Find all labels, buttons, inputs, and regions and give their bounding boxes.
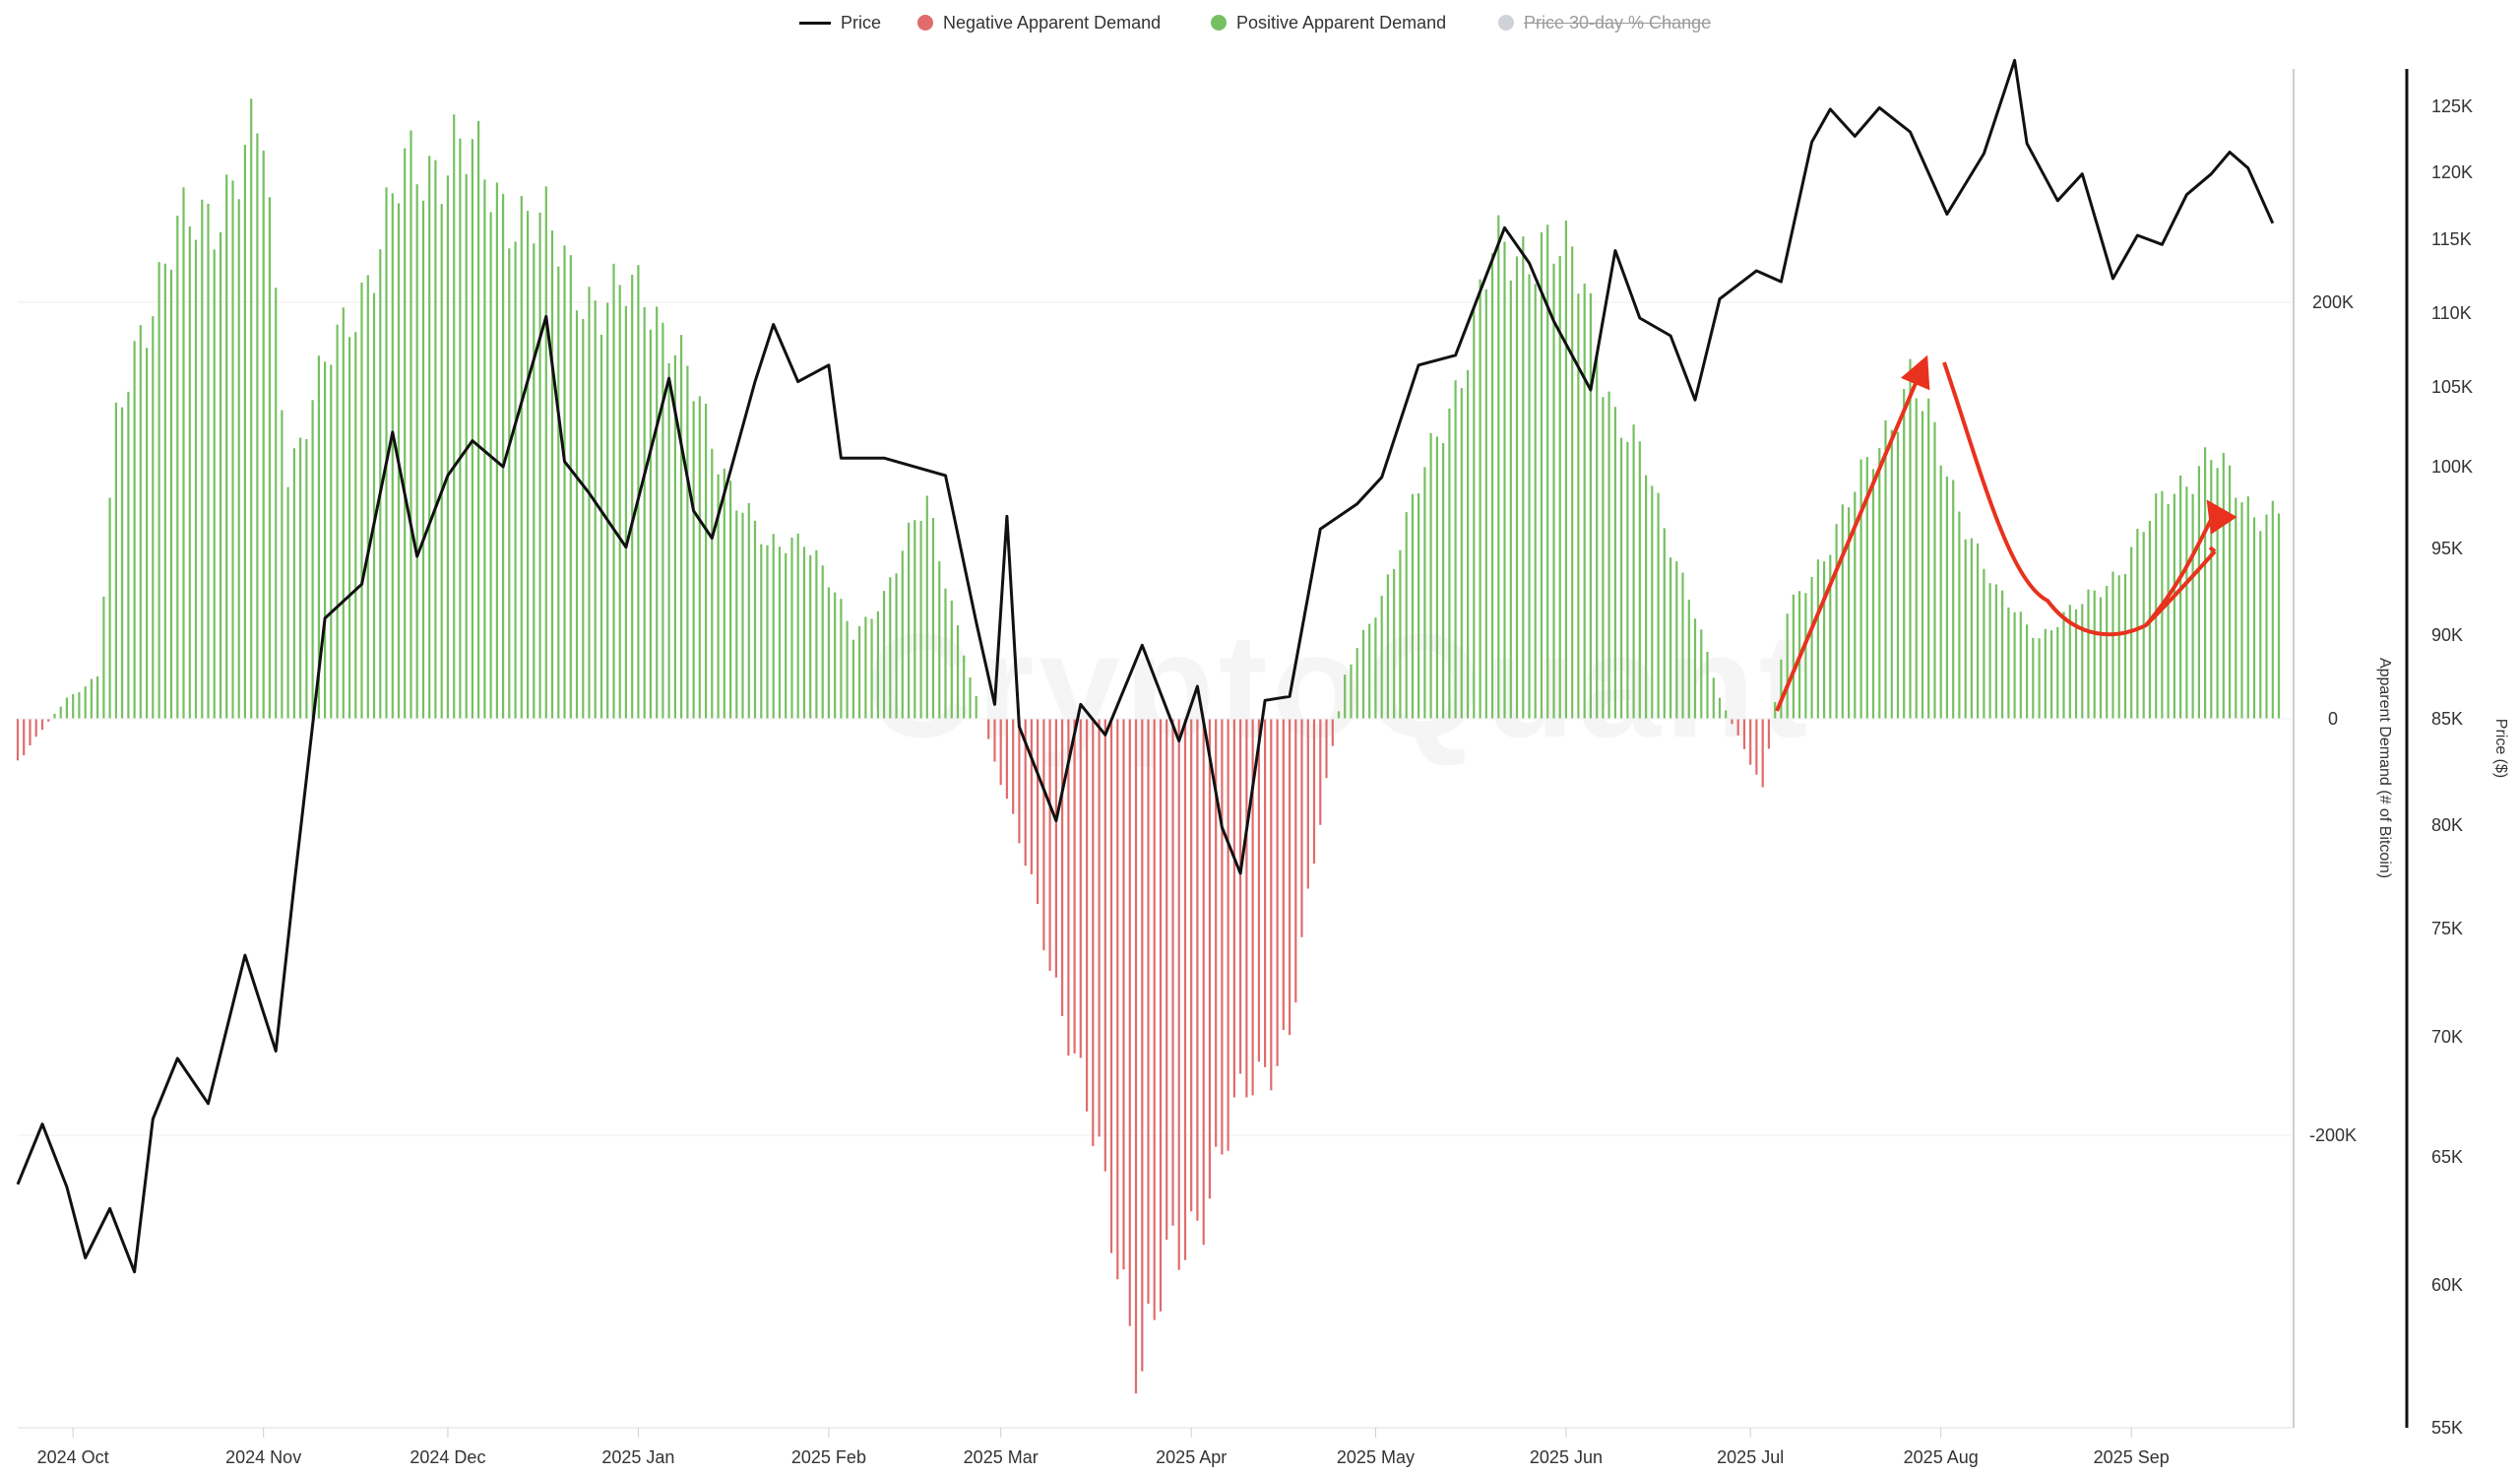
y-right-tick-label: 90K	[2431, 625, 2463, 645]
x-tick-label: 2025 Jul	[1717, 1447, 1784, 1467]
x-tick-label: 2025 May	[1337, 1447, 1415, 1467]
y-right-tick-label: 105K	[2431, 377, 2473, 397]
y-right-tick-label: 80K	[2431, 815, 2463, 835]
legend-item-price[interactable]: Price	[799, 11, 881, 34]
grid-lines	[18, 301, 2294, 1136]
y-right-axis-title: Price ($)	[2492, 719, 2509, 778]
x-tick-label: 2025 Sep	[2094, 1447, 2170, 1467]
y-right-tick-label: 110K	[2431, 303, 2472, 323]
chart-legend: Price Negative Apparent Demand Positive …	[0, 0, 2520, 47]
y-left-axis-title: Apparent Demand (# of Bitcoin)	[2376, 658, 2393, 878]
price-line	[16, 58, 2275, 1274]
y-right-tick-label: 60K	[2431, 1275, 2463, 1295]
legend-dot-negative	[917, 15, 933, 31]
annotation-u-curve	[1942, 361, 2217, 637]
axes	[18, 69, 2409, 1429]
legend-label-positive: Positive Apparent Demand	[1236, 12, 1447, 32]
y-right-tick-label: 100K	[2431, 457, 2473, 477]
axis-titles: Apparent Demand (# of Bitcoin) Price ($)	[2376, 658, 2509, 878]
legend-line-swatch	[799, 21, 831, 25]
annotations	[1775, 354, 2237, 712]
legend-item-negative-demand[interactable]: Negative Apparent Demand	[917, 11, 1161, 34]
x-tick-label: 2024 Oct	[37, 1447, 109, 1467]
x-tick-label: 2025 Apr	[1156, 1447, 1227, 1467]
x-tick-label: 2025 Jun	[1530, 1447, 1603, 1467]
x-tick-label: 2025 Mar	[964, 1447, 1039, 1467]
y-left-tick-label: 200K	[2312, 292, 2354, 312]
x-tick-label: 2025 Feb	[791, 1447, 866, 1467]
x-tick-label: 2025 Jan	[601, 1447, 674, 1467]
x-axis-ticks: 2024 Oct 2024 Nov 2024 Dec 2025 Jan 2025 Feb…	[37, 1428, 2170, 1467]
y-right-tick-label: 70K	[2431, 1027, 2463, 1047]
y-right-tick-label: 95K	[2431, 539, 2463, 558]
y-left-tick-label: 0	[2328, 709, 2338, 729]
y-right-tick-label: 120K	[2431, 162, 2473, 182]
legend-dot-price-change	[1498, 15, 1514, 31]
y-right-tick-label: 75K	[2431, 919, 2463, 938]
y-axis-price-ticks: 125K 120K 115K 110K 105K 100K 95K 90K 85K 80K 75K 7…	[2431, 96, 2473, 1438]
legend-dot-positive	[1211, 15, 1227, 31]
annotation-right-arrow	[2208, 545, 2217, 553]
y-right-tick-label: 125K	[2431, 96, 2473, 116]
x-tick-label: 2024 Nov	[225, 1447, 301, 1467]
x-tick-label: 2024 Dec	[410, 1447, 485, 1467]
y-right-tick-label: 55K	[2431, 1418, 2463, 1438]
legend-item-positive-demand[interactable]: Positive Apparent Demand	[1211, 11, 1446, 34]
legend-label-negative: Negative Apparent Demand	[943, 12, 1162, 32]
y-right-tick-label: 115K	[2431, 229, 2472, 249]
legend-item-price-change[interactable]: Price 30-day % Change	[1498, 11, 1711, 34]
y-axis-demand-ticks: 200K 0 -200K	[2309, 292, 2357, 1145]
y-left-tick-label: -200K	[2309, 1125, 2357, 1145]
legend-label-price: Price	[841, 12, 882, 32]
annotation-up-arrow	[1775, 354, 1930, 712]
price-series	[16, 58, 2275, 1274]
y-right-tick-label: 85K	[2431, 709, 2463, 729]
legend-label-price-change: Price 30-day % Change	[1524, 12, 1712, 32]
y-right-tick-label: 65K	[2431, 1147, 2463, 1167]
demand-bars	[16, 98, 2281, 1394]
x-tick-label: 2025 Aug	[1904, 1447, 1979, 1467]
annotation-curve-rise	[2144, 499, 2237, 627]
